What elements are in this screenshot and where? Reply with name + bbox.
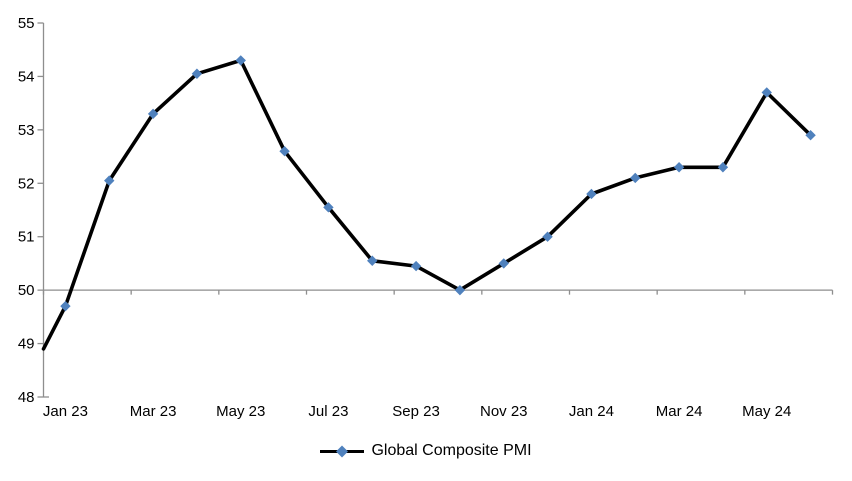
data-point-marker: [235, 55, 246, 66]
y-axis-label: 48: [18, 389, 35, 406]
data-point-marker: [279, 146, 290, 157]
data-point-marker: [147, 108, 159, 120]
data-point-marker: [542, 231, 553, 242]
x-axis-label: Jan 24: [569, 403, 614, 420]
y-axis-label: 53: [18, 122, 35, 139]
y-axis-label: 51: [18, 229, 35, 246]
x-axis-label: Sep 23: [392, 403, 440, 420]
data-point-marker: [761, 87, 772, 98]
data-point-marker: [60, 300, 71, 312]
pmi-line-chart: 48 49 50 51 52 53 54 55 Jan 23 Mar 23 May 23 Jul 23…: [18, 15, 834, 420]
data-point-marker: [498, 258, 509, 269]
x-axis-label: Jul 23: [308, 403, 348, 420]
x-axis-label: Mar 23: [130, 403, 177, 420]
x-axis-label: Jan 23: [43, 403, 88, 420]
y-axis-label: 49: [18, 336, 35, 353]
data-point-marker: [104, 175, 115, 186]
data-point-marker: [367, 255, 378, 266]
chart-legend: Global Composite PMI: [0, 442, 852, 460]
x-axis-label: Nov 23: [480, 403, 528, 420]
data-point-marker: [586, 188, 597, 200]
x-axis-label: May 24: [742, 403, 791, 420]
series-line: [41, 58, 813, 351]
data-point-marker: [673, 162, 685, 173]
legend-line-marker-icon: [320, 445, 365, 457]
data-point-marker: [191, 68, 203, 79]
data-point-marker: [454, 284, 466, 296]
y-axis-label: 54: [18, 68, 35, 85]
x-axis-label: Mar 24: [656, 403, 703, 420]
data-point-marker: [410, 260, 422, 272]
data-point-marker: [717, 162, 729, 173]
y-axis-label: 50: [18, 282, 35, 299]
legend-label: Global Composite PMI: [371, 442, 532, 459]
legend-diamond-marker: [336, 445, 349, 457]
y-axis-label: 55: [18, 15, 35, 32]
x-axis-label: May 23: [216, 403, 265, 420]
y-axis-label: 52: [18, 175, 35, 192]
data-point-marker: [323, 202, 334, 213]
data-point-marker: [630, 172, 641, 184]
data-point-marker: [805, 130, 816, 141]
